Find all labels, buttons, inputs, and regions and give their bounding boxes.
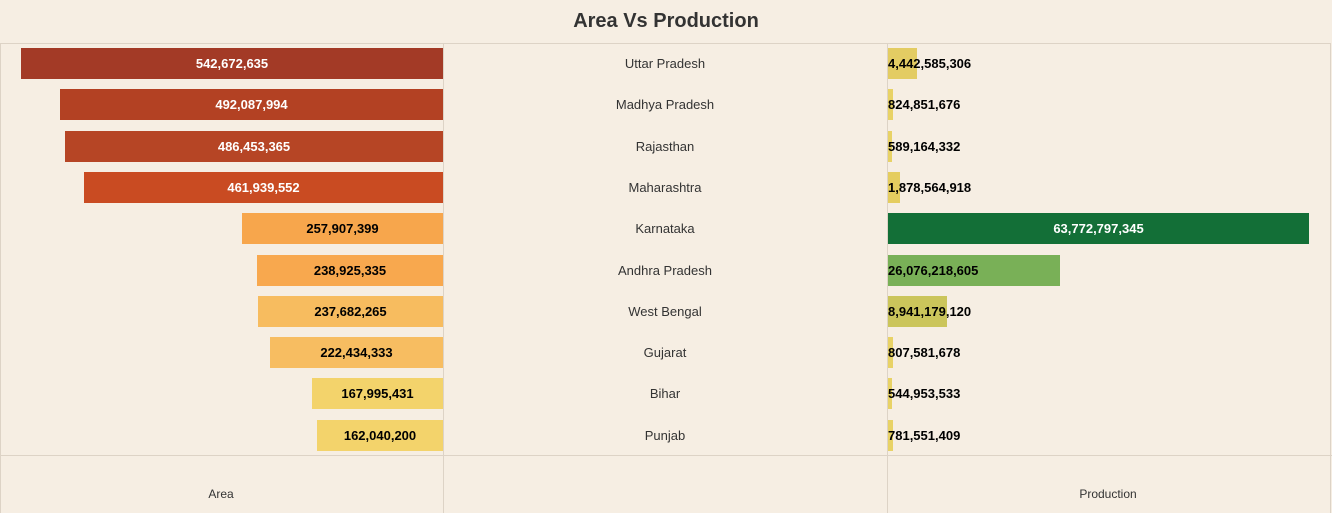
state-label: Madhya Pradesh — [615, 97, 715, 112]
state-label: Maharashtra — [628, 180, 702, 195]
chart-frame — [0, 43, 1331, 513]
area-bar[interactable] — [258, 296, 443, 327]
area-bar[interactable] — [257, 255, 443, 286]
production-bar[interactable] — [888, 48, 917, 79]
production-value-label: 26,076,218,605 — [888, 263, 979, 278]
production-value-label: 589,164,332 — [888, 139, 961, 154]
state-label: West Bengal — [628, 304, 702, 319]
production-bar[interactable] — [888, 337, 893, 368]
area-value-label: 162,040,200 — [343, 428, 417, 443]
area-bar[interactable] — [21, 48, 443, 79]
area-bar[interactable] — [60, 89, 443, 120]
production-bar[interactable] — [888, 296, 947, 327]
divider-left — [443, 43, 444, 513]
production-bar[interactable] — [888, 420, 893, 451]
area-bar[interactable] — [270, 337, 443, 368]
production-value-label: 824,851,676 — [888, 97, 961, 112]
production-bar[interactable] — [888, 213, 1309, 244]
area-value-label: 492,087,994 — [215, 97, 288, 112]
area-bar[interactable] — [317, 420, 443, 451]
divider-right — [887, 43, 888, 513]
area-value-label: 542,672,635 — [195, 56, 269, 71]
production-value-label: 63,772,797,345 — [1053, 221, 1144, 236]
area-value-label: 167,995,431 — [341, 386, 414, 401]
production-bar[interactable] — [888, 131, 892, 162]
state-label: Karnataka — [635, 221, 695, 236]
state-label: Uttar Pradesh — [624, 56, 706, 71]
production-bar[interactable] — [888, 378, 892, 409]
area-bar[interactable] — [65, 131, 443, 162]
production-bar[interactable] — [888, 89, 893, 120]
area-bar[interactable] — [242, 213, 443, 244]
area-value-label: 237,682,265 — [314, 304, 387, 319]
state-label: Punjab — [644, 428, 686, 443]
production-bar[interactable] — [888, 172, 900, 203]
area-value-label: 486,453,365 — [217, 139, 291, 154]
production-value-label: 4,442,585,306 — [888, 56, 972, 71]
state-label: Gujarat — [643, 345, 687, 360]
production-value-label: 781,551,409 — [888, 428, 961, 443]
state-label: Andhra Pradesh — [618, 263, 712, 278]
chart-title: Area Vs Production — [573, 10, 759, 32]
production-bar[interactable] — [888, 255, 1060, 286]
state-label: Bihar — [649, 386, 681, 401]
area-bar[interactable] — [84, 172, 443, 203]
area-value-label: 257,907,399 — [306, 221, 379, 236]
state-label: Rajasthan — [635, 139, 695, 154]
area-axis-label: Area — [208, 487, 234, 501]
production-value-label: 807,581,678 — [888, 345, 961, 360]
axis-divider — [0, 455, 1332, 456]
production-axis-label: Production — [1079, 487, 1137, 501]
production-value-label: 544,953,533 — [888, 386, 961, 401]
area-bar[interactable] — [312, 378, 443, 409]
area-value-label: 461,939,552 — [227, 180, 300, 195]
production-value-label: 8,941,179,120 — [888, 304, 972, 319]
area-value-label: 238,925,335 — [313, 263, 387, 278]
production-value-label: 1,878,564,918 — [888, 180, 972, 195]
area-value-label: 222,434,333 — [320, 345, 393, 360]
